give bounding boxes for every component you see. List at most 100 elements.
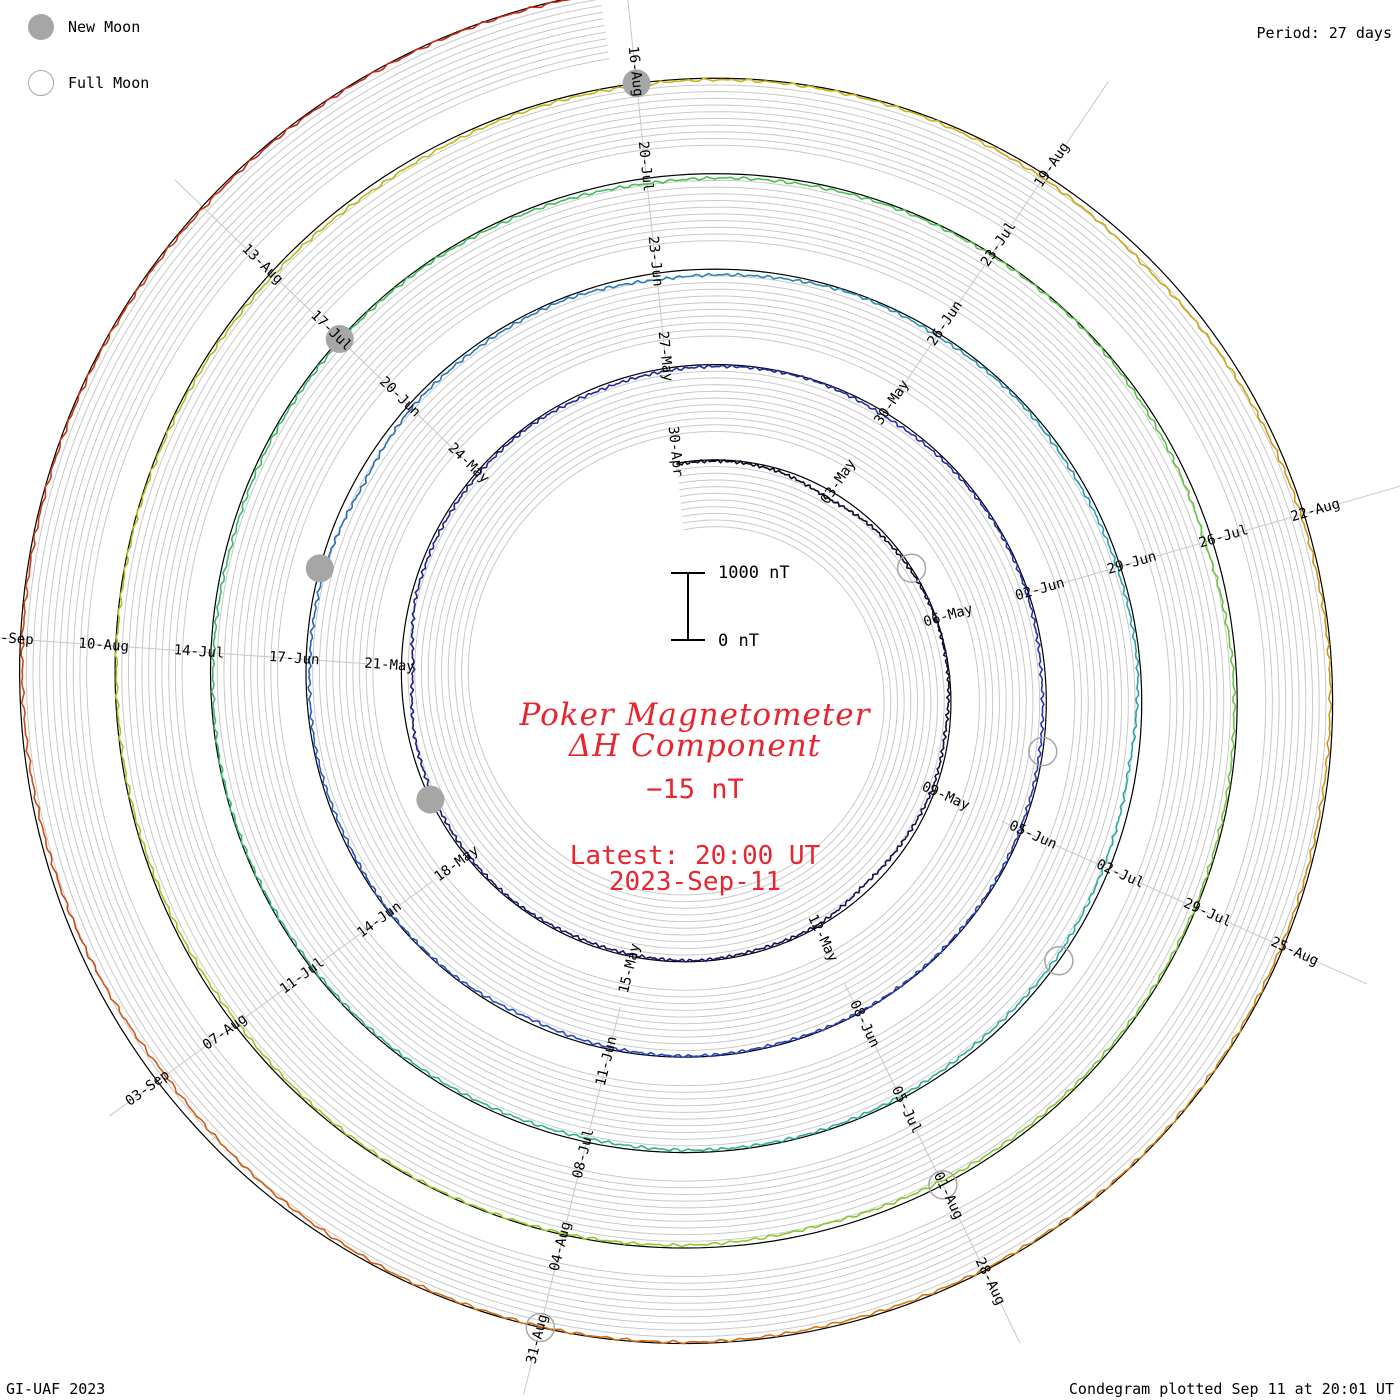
trace-segment	[1257, 416, 1333, 799]
date-label: 11-Jul	[277, 955, 327, 998]
baseline-path	[18, 0, 1334, 1345]
data-trace	[20, 0, 1333, 1345]
trace-segment	[516, 1013, 743, 1059]
trace-segment	[289, 86, 619, 260]
spiral-gridline	[86, 58, 1267, 1278]
trace-segment	[813, 488, 922, 589]
spiral-gridline	[45, 18, 1307, 1318]
date-label: 26-Jul	[1197, 522, 1250, 551]
trace-segment	[425, 279, 651, 393]
trace-segment	[860, 401, 1008, 548]
trace-segment	[871, 737, 946, 878]
trace-segment	[742, 949, 944, 1053]
title-block: Poker Magnetometer ΔH Component −15 nT L…	[450, 700, 940, 897]
latest-time: Latest: 20:00 UT	[569, 841, 821, 871]
radial-gridline	[522, 1007, 621, 1396]
trace-segment	[218, 0, 572, 193]
legend-new-moon: New Moon	[28, 14, 140, 40]
new-moon-marker	[325, 325, 354, 354]
latest-date: 2023-Sep-11	[608, 867, 782, 897]
full-moon-marker	[1044, 945, 1074, 976]
trace-segment	[1145, 797, 1325, 1151]
spiral-gridlines	[19, 0, 1334, 1345]
trace-segment	[650, 272, 906, 318]
trace-segment	[1006, 769, 1131, 1016]
trace-segment	[790, 1149, 1147, 1334]
spiral-gridline	[59, 31, 1293, 1304]
date-label: 19-Aug	[1031, 140, 1073, 191]
date-label: 10-Aug	[78, 636, 130, 655]
date-label: 14-Jul	[173, 642, 225, 661]
date-label: 30-May	[871, 377, 913, 428]
spiral-gridline	[79, 51, 1273, 1284]
trace-segment	[560, 930, 730, 963]
date-label: 30-Apr	[665, 425, 686, 477]
spiral-gridline	[25, 0, 1327, 1338]
trace-segment	[1075, 785, 1231, 1084]
trace-segment	[664, 363, 862, 403]
trace-segment	[409, 627, 438, 807]
trace-segment	[1005, 546, 1045, 756]
date-label: 07-Aug	[200, 1011, 250, 1054]
trace-segment	[210, 595, 266, 893]
trace-segment	[350, 847, 518, 1015]
trace-segment	[728, 877, 874, 958]
title-line2: ΔH Component	[568, 728, 822, 764]
trace-segment	[114, 582, 183, 937]
trace-segment	[676, 458, 815, 490]
trace-segment	[307, 610, 352, 849]
full-moon-marker	[1028, 736, 1058, 767]
trace-segment	[905, 316, 1091, 506]
date-label: 23-Jul	[978, 219, 1020, 270]
radial-gridline	[844, 983, 1021, 1344]
date-label: 28-Aug	[972, 1255, 1009, 1307]
trace-segment	[1172, 461, 1237, 786]
spiral-gridline	[32, 5, 1320, 1331]
spiral-gridline	[39, 11, 1314, 1324]
date-label: 23-Jun	[645, 235, 666, 287]
trace-segment	[948, 230, 1175, 463]
scale-top-label: 1000 nT	[718, 563, 790, 583]
spiral-gridline	[65, 38, 1287, 1298]
footer-credit: GI-UAF 2023	[6, 1380, 106, 1398]
trace-segment	[756, 1015, 1008, 1147]
trace-segment	[429, 1186, 773, 1248]
trace-segment	[772, 1082, 1077, 1238]
full-moon-marker	[896, 553, 927, 583]
spiral-gridline	[72, 44, 1280, 1291]
trace-segment	[219, 322, 359, 597]
legend-full-moon: Full Moon	[28, 70, 149, 96]
radial-gridline	[109, 880, 434, 1117]
trace-segment	[28, 191, 220, 571]
scale-bottom-label: 0 nT	[718, 631, 759, 651]
trace-segment	[941, 755, 1041, 951]
trace-segment	[491, 370, 665, 460]
trace-segment	[410, 458, 493, 628]
trace-segment	[618, 77, 990, 148]
date-label: 20-Jul	[635, 140, 656, 192]
legend-new-moon-label: New Moon	[68, 18, 141, 36]
radial-gridline	[0, 637, 371, 665]
legend-full-moon-label: Full Moon	[68, 74, 150, 92]
trace-segment	[181, 935, 431, 1188]
radial-gridline	[884, 81, 1109, 414]
date-label: 27-May	[655, 330, 676, 382]
date-label: 16-Aug	[625, 45, 646, 97]
trace-segment	[122, 257, 291, 583]
moon-markers	[305, 69, 1074, 1343]
current-value: −15 nT	[646, 774, 744, 805]
trace-segment	[20, 570, 103, 981]
trace-segment	[920, 587, 952, 739]
full-moon-marker	[525, 1312, 556, 1343]
period-label: Period: 27 days	[1256, 24, 1392, 42]
full-moon-icon	[28, 70, 54, 96]
trace-segment	[264, 891, 474, 1101]
trace-segment	[1088, 505, 1140, 771]
new-moon-marker	[622, 69, 651, 98]
trace-segment	[436, 805, 562, 932]
scale-bar	[671, 572, 705, 641]
date-label: 03-Sep	[123, 1067, 173, 1110]
trace-segment	[472, 1099, 758, 1153]
spiral-gridline	[52, 25, 1300, 1311]
